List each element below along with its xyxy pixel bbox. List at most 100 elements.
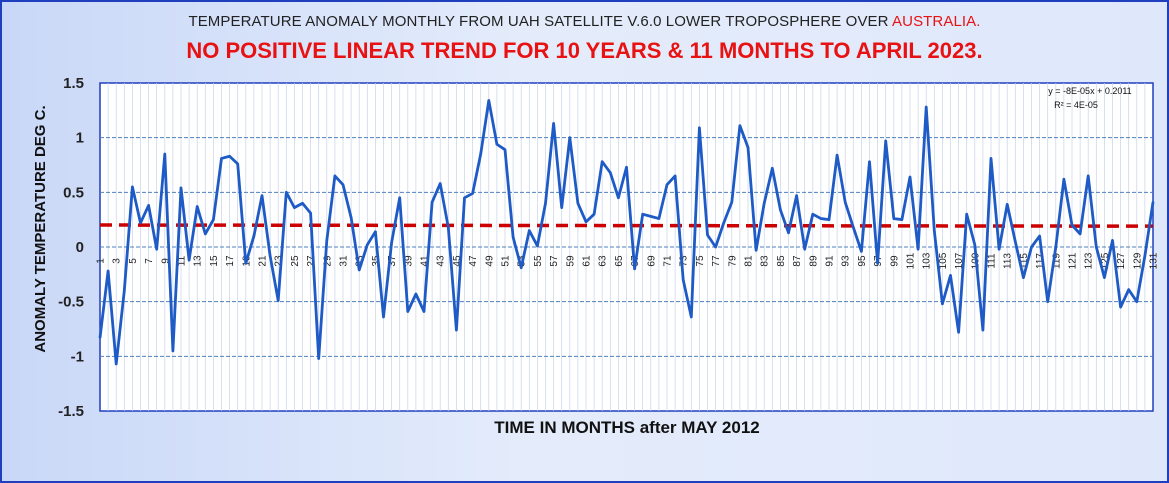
x-tick-label: 75 bbox=[695, 255, 706, 267]
data-point bbox=[374, 230, 377, 233]
data-point bbox=[997, 247, 1001, 251]
x-tick-label: 23 bbox=[274, 255, 285, 267]
data-point bbox=[163, 152, 166, 156]
x-tick-label: 41 bbox=[420, 255, 431, 267]
x-tick-label: 87 bbox=[792, 255, 803, 267]
data-point bbox=[1151, 200, 1155, 204]
data-point bbox=[277, 299, 280, 302]
x-tick-label: 47 bbox=[468, 255, 479, 267]
data-point bbox=[1143, 254, 1147, 257]
x-tick-label: 113 bbox=[1003, 253, 1014, 269]
data-point bbox=[884, 139, 887, 143]
x-tick-label: 71 bbox=[663, 255, 674, 267]
data-point bbox=[568, 136, 571, 139]
y-tick-label: 0 bbox=[76, 239, 84, 256]
data-point bbox=[584, 220, 588, 224]
data-point bbox=[1062, 178, 1066, 181]
x-tick-label: 91 bbox=[825, 255, 836, 267]
data-point bbox=[1135, 300, 1139, 303]
data-point bbox=[981, 328, 985, 332]
y-tick-label: 1.5 bbox=[63, 75, 84, 92]
data-point bbox=[698, 126, 701, 130]
data-point bbox=[738, 124, 742, 127]
data-point bbox=[333, 174, 337, 178]
data-point bbox=[625, 165, 628, 169]
data-point bbox=[965, 213, 968, 216]
data-point bbox=[1038, 234, 1041, 238]
x-tick-label: 77 bbox=[711, 255, 722, 267]
data-point bbox=[349, 216, 353, 219]
data-point bbox=[844, 200, 847, 204]
data-point bbox=[714, 245, 717, 249]
data-point bbox=[390, 241, 393, 244]
data-point bbox=[1006, 203, 1009, 206]
data-point bbox=[325, 239, 328, 242]
x-tick-label: 105 bbox=[938, 252, 949, 269]
data-point bbox=[414, 292, 418, 296]
x-tick-label: 37 bbox=[387, 255, 398, 267]
data-point bbox=[398, 196, 401, 199]
data-point bbox=[252, 234, 256, 238]
x-tick-label: 3 bbox=[112, 258, 123, 264]
data-point bbox=[706, 233, 709, 237]
data-point bbox=[933, 229, 936, 232]
data-point bbox=[98, 336, 102, 339]
data-point bbox=[633, 267, 636, 271]
x-tick-label: 117 bbox=[1035, 253, 1046, 269]
data-point bbox=[811, 213, 814, 216]
data-point bbox=[787, 231, 790, 234]
data-point bbox=[576, 202, 580, 205]
y-tick-label: 1 bbox=[76, 130, 84, 147]
data-point bbox=[212, 218, 215, 221]
data-point bbox=[463, 196, 466, 199]
data-point bbox=[609, 171, 612, 174]
data-point bbox=[1103, 276, 1106, 279]
data-point bbox=[957, 331, 960, 334]
x-tick-label: 63 bbox=[598, 255, 609, 267]
data-point bbox=[471, 192, 474, 195]
x-tick-label: 129 bbox=[1132, 252, 1143, 269]
data-point bbox=[285, 191, 288, 194]
x-tick-labels: 1 3 5 7 9 11 13 15 17 19 21 23 25 27 29 31 33 35 37 39 41 43 4… bbox=[96, 252, 1160, 269]
x-tick-label: 1 bbox=[96, 258, 107, 264]
x-tick-label: 119 bbox=[1051, 253, 1062, 269]
y-tick-label: 0.5 bbox=[63, 184, 84, 201]
data-point bbox=[908, 175, 912, 179]
data-point bbox=[722, 221, 725, 225]
data-point bbox=[852, 226, 855, 229]
x-tick-label: 29 bbox=[322, 255, 333, 267]
data-point bbox=[868, 160, 871, 163]
data-point bbox=[746, 146, 750, 149]
data-point bbox=[1095, 245, 1098, 249]
data-point bbox=[989, 157, 993, 160]
data-point bbox=[779, 208, 782, 212]
x-tick-label: 21 bbox=[258, 255, 269, 267]
x-tick-label: 35 bbox=[371, 255, 382, 267]
data-point bbox=[293, 206, 296, 209]
data-point bbox=[673, 174, 677, 178]
data-point bbox=[682, 278, 685, 281]
data-point bbox=[528, 229, 531, 232]
data-point bbox=[925, 105, 928, 109]
data-point bbox=[309, 211, 312, 215]
data-point bbox=[106, 269, 110, 273]
data-point bbox=[503, 148, 507, 151]
y-tick-label: -0.5 bbox=[58, 294, 84, 311]
data-point bbox=[690, 315, 693, 319]
data-point bbox=[1078, 232, 1082, 236]
x-tick-label: 27 bbox=[306, 255, 317, 267]
chart-title-main: TEMPERATURE ANOMALY MONTHLY FROM UAH SAT… bbox=[188, 13, 893, 30]
x-tick-label: 9 bbox=[160, 258, 171, 264]
data-point bbox=[479, 152, 482, 156]
data-point bbox=[422, 310, 426, 313]
data-point bbox=[754, 249, 758, 252]
data-point bbox=[511, 235, 515, 239]
data-point bbox=[552, 122, 555, 125]
data-point bbox=[973, 243, 976, 247]
data-point bbox=[382, 315, 385, 319]
data-point bbox=[771, 167, 774, 170]
x-tick-label: 123 bbox=[1084, 252, 1095, 269]
data-point bbox=[244, 262, 247, 265]
data-point bbox=[1014, 240, 1017, 243]
x-tick-label: 33 bbox=[355, 255, 366, 267]
